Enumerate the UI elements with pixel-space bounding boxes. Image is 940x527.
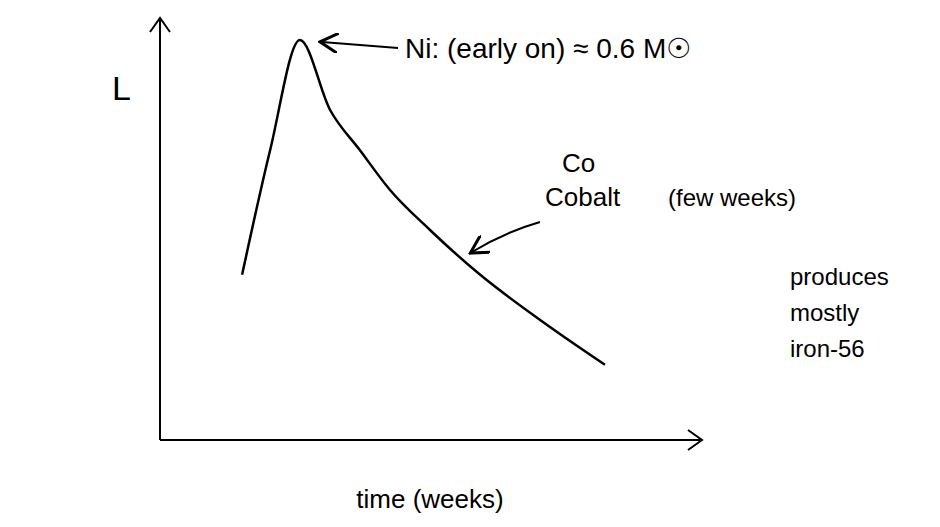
- svg-text:Co: Co: [562, 148, 595, 178]
- svg-text:producesmostlyiron-56: producesmostlyiron-56: [790, 263, 889, 362]
- svg-text:Ni: (early on) ≈ 0.6 M☉: Ni: (early on) ≈ 0.6 M☉: [405, 33, 691, 64]
- svg-text:L: L: [112, 69, 131, 107]
- svg-text:(few weeks): (few weeks): [668, 184, 796, 211]
- svg-text:Cobalt: Cobalt: [545, 182, 621, 212]
- svg-text:time (weeks): time (weeks): [356, 484, 503, 514]
